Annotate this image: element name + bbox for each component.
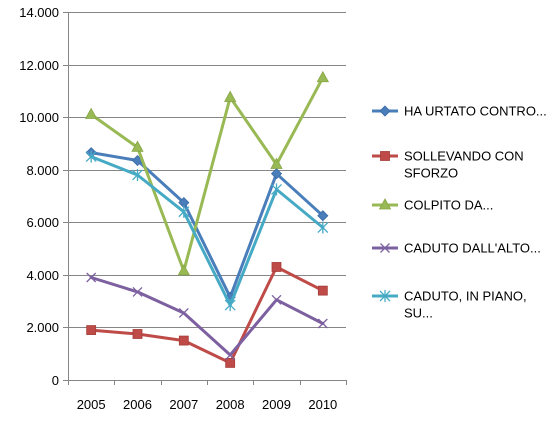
data-point [84, 107, 98, 119]
y-tick-label: 8.000 [26, 163, 59, 178]
legend-label: SOLLEVANDO CON [404, 149, 524, 164]
data-point [86, 272, 97, 283]
series-group [86, 262, 328, 368]
series-line [89, 151, 325, 299]
series-layer [84, 70, 330, 368]
x-tick-label: 2005 [77, 397, 106, 412]
legend-swatch-marker [379, 105, 391, 117]
data-point [225, 358, 236, 368]
legend-swatch-marker [380, 151, 390, 161]
x-tick-label: 2007 [169, 397, 198, 412]
legend-label: COLPITO DA... [404, 198, 493, 213]
data-point [317, 318, 328, 329]
x-tick-label: 2009 [262, 397, 291, 412]
data-point [317, 210, 329, 222]
legend-item: CADUTO DALL'ALTO... [372, 241, 541, 256]
y-tick-label: 4.000 [26, 268, 59, 283]
y-tick-label: 2.000 [26, 320, 59, 335]
series-line [89, 155, 325, 307]
data-point [178, 205, 190, 218]
x-tick-label: 2008 [216, 397, 245, 412]
series-group [85, 150, 329, 312]
legend-swatch-marker [378, 198, 392, 210]
gridlines [68, 12, 346, 328]
y-tick-label: 12.000 [19, 58, 59, 73]
y-tick-label: 0 [52, 373, 59, 388]
legend-label: HA URTATO CONTRO... [404, 104, 547, 119]
data-point [317, 285, 328, 296]
x-tick-label: 2010 [308, 397, 337, 412]
series-line [89, 276, 325, 357]
data-point [271, 262, 282, 272]
data-point [270, 157, 283, 169]
data-point [131, 140, 144, 152]
y-tick-label: 14.000 [19, 5, 59, 20]
series-group [85, 147, 329, 303]
data-point [85, 150, 97, 163]
legend-item: SOLLEVANDO CON SFORZO [372, 149, 524, 181]
series-group [84, 70, 330, 276]
data-point [178, 335, 189, 346]
data-point [177, 264, 191, 276]
legend-swatch-marker [379, 290, 391, 302]
series-line [89, 76, 325, 273]
data-point [223, 90, 237, 102]
data-point [178, 308, 189, 318]
axes: 0 2.000 4.000 6.000 8.000 10.000 12.000 14.000 2… [19, 5, 347, 412]
data-point [132, 168, 143, 181]
legend: HA URTATO CONTRO... SOLLEVANDO CON SFORZO C… [372, 104, 547, 321]
data-point [317, 221, 329, 234]
data-point [224, 299, 236, 312]
legend-label: CADUTO, IN PIANO, [404, 289, 527, 304]
legend-item: HA URTATO CONTRO... [372, 104, 547, 119]
data-point [132, 286, 143, 297]
data-point [316, 70, 330, 83]
legend-swatch-marker [380, 243, 390, 253]
legend-label: SFORZO [404, 166, 458, 181]
series-line [89, 265, 325, 365]
data-point [271, 183, 282, 196]
legend-item: CADUTO, IN PIANO, SU... [372, 289, 527, 321]
legend-label: SU... [404, 306, 433, 321]
data-point [271, 294, 282, 305]
data-point [270, 168, 283, 180]
data-point [132, 329, 143, 339]
y-tick-label: 10.000 [19, 110, 59, 125]
y-tick-label: 6.000 [26, 215, 59, 230]
legend-item: COLPITO DA... [372, 198, 493, 213]
x-tick-label: 2006 [123, 397, 152, 412]
series-group [86, 272, 328, 360]
data-point [86, 325, 97, 335]
data-point [225, 350, 236, 360]
legend-label: CADUTO DALL'ALTO... [404, 241, 541, 256]
